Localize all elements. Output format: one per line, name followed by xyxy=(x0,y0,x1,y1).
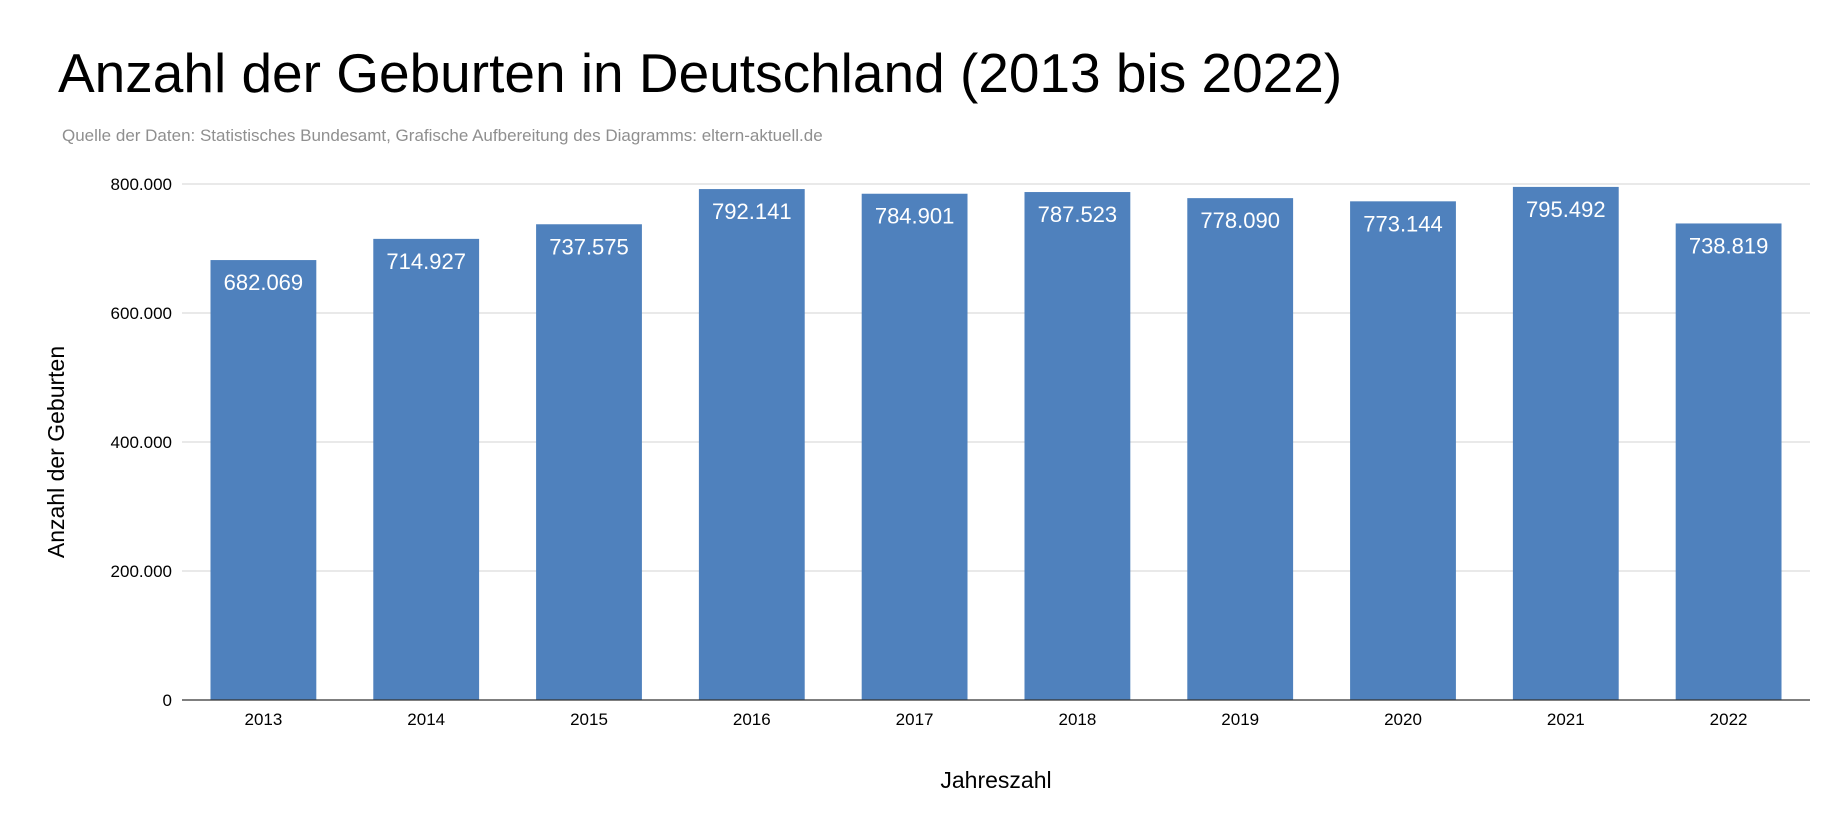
y-axis-title: Anzahl der Geburten xyxy=(43,346,69,558)
bar xyxy=(210,260,317,700)
data-label: 773.144 xyxy=(1363,211,1443,236)
data-label: 787.523 xyxy=(1038,202,1118,227)
bar xyxy=(1512,186,1619,700)
x-tick-label: 2017 xyxy=(896,710,934,729)
data-label: 714.927 xyxy=(386,249,466,274)
y-tick-label: 800.000 xyxy=(111,175,172,194)
bar xyxy=(1350,201,1456,700)
x-tick-label: 2020 xyxy=(1384,710,1422,729)
bar xyxy=(536,224,642,700)
y-tick-label: 600.000 xyxy=(111,304,172,323)
chart-title: Anzahl der Geburten in Deutschland (2013… xyxy=(58,42,1342,104)
x-tick-label: 2015 xyxy=(570,710,608,729)
y-tick-label: 0 xyxy=(163,691,172,710)
y-tick-label: 200.000 xyxy=(111,562,172,581)
bar xyxy=(698,189,805,700)
x-tick-label: 2021 xyxy=(1547,710,1585,729)
bars xyxy=(210,186,1782,701)
x-axis-title: Jahreszahl xyxy=(940,767,1051,793)
data-labels: 682.069 714.927 737.575 792.141 784.901 787.5… xyxy=(224,197,1769,295)
y-tick-label: 400.000 xyxy=(111,433,172,452)
bar xyxy=(861,193,968,700)
x-tick-label: 2014 xyxy=(407,710,445,729)
chart-subtitle: Quelle der Daten: Statistisches Bundesam… xyxy=(62,126,823,145)
data-label: 778.090 xyxy=(1200,208,1280,233)
data-label: 784.901 xyxy=(875,204,955,229)
bar xyxy=(1675,223,1782,701)
data-label: 792.141 xyxy=(712,199,792,224)
data-label: 738.819 xyxy=(1689,233,1769,258)
x-tick-label: 2018 xyxy=(1058,710,1096,729)
bar xyxy=(1024,192,1131,700)
bar xyxy=(1187,198,1294,700)
data-label: 737.575 xyxy=(549,234,629,259)
y-axis-ticks: 0 200.000 400.000 600.000 800.000 xyxy=(111,175,172,710)
x-tick-label: 2016 xyxy=(733,710,771,729)
bar xyxy=(373,238,480,701)
x-tick-label: 2019 xyxy=(1221,710,1259,729)
x-tick-label: 2022 xyxy=(1710,710,1748,729)
x-tick-label: 2013 xyxy=(244,710,282,729)
data-label: 682.069 xyxy=(224,270,304,295)
x-axis-ticks: 2013 2014 2015 2016 2017 2018 2019 2020 2021 2022 xyxy=(244,710,1747,729)
data-label: 795.492 xyxy=(1526,197,1606,222)
